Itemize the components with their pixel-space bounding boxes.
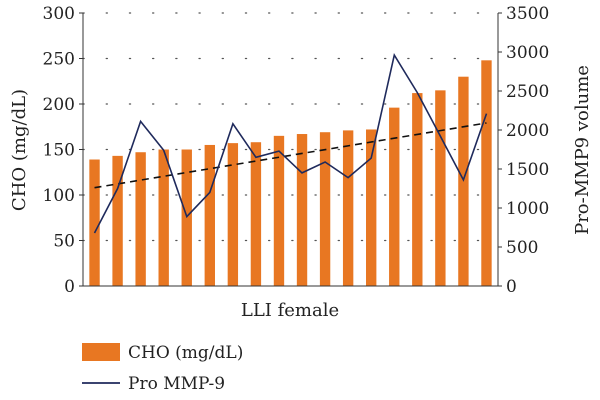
trend-line bbox=[94, 122, 487, 189]
bar-12 bbox=[342, 130, 354, 286]
right-axis-ticks: 0 500 1000 1500 2000 2500 3000 3500 bbox=[498, 4, 549, 297]
left-axis-title: CHO (mg/dL) bbox=[9, 89, 30, 211]
pro-mmp9-line bbox=[93, 53, 488, 234]
left-tick-label: 150 bbox=[43, 141, 75, 161]
bar-18 bbox=[481, 60, 492, 286]
bar-6 bbox=[204, 144, 215, 286]
right-tick-label: 1500 bbox=[506, 160, 549, 180]
left-tick-label: 250 bbox=[43, 50, 75, 70]
left-tick-label: 0 bbox=[64, 277, 75, 297]
pro-mmp9-line-group bbox=[93, 53, 488, 234]
legend-bar-swatch bbox=[82, 343, 120, 361]
bar-1 bbox=[89, 159, 100, 286]
right-tick-label: 0 bbox=[506, 277, 517, 297]
right-tick-label: 1000 bbox=[506, 199, 549, 219]
bar-7 bbox=[227, 143, 239, 286]
bar-2 bbox=[112, 155, 123, 286]
x-axis-title: LLI female bbox=[241, 300, 339, 321]
bar-9 bbox=[273, 135, 285, 286]
right-tick-label: 3500 bbox=[506, 4, 549, 24]
legend: CHO (mg/dL) Pro MMP-9 bbox=[82, 343, 243, 394]
right-tick-label: 500 bbox=[506, 238, 538, 258]
bar-3 bbox=[135, 152, 146, 286]
bar-11 bbox=[319, 132, 331, 286]
bar-10 bbox=[296, 134, 308, 286]
left-axis-ticks: 0 50 100 150 200 250 300 bbox=[43, 4, 83, 297]
bar-4 bbox=[158, 149, 169, 286]
bar-16 bbox=[435, 90, 446, 286]
right-tick-label: 2500 bbox=[506, 82, 549, 102]
legend-bar-label: CHO (mg/dL) bbox=[128, 343, 243, 363]
bar-8 bbox=[250, 142, 262, 286]
left-tick-label: 300 bbox=[43, 4, 75, 24]
right-tick-label: 2000 bbox=[506, 121, 549, 141]
right-tick-label: 3000 bbox=[506, 43, 549, 63]
bar-14 bbox=[389, 107, 400, 286]
bar-15 bbox=[412, 93, 423, 286]
bar-13 bbox=[366, 129, 377, 286]
legend-line-label: Pro MMP-9 bbox=[128, 374, 225, 394]
left-tick-label: 100 bbox=[43, 186, 75, 206]
cho-bars bbox=[89, 60, 492, 286]
right-axis-title: Pro-MMP9 volume bbox=[572, 65, 593, 235]
gridlines bbox=[82, 12, 499, 242]
left-tick-label: 200 bbox=[43, 95, 75, 115]
trendline bbox=[94, 122, 487, 189]
left-tick-label: 50 bbox=[53, 232, 75, 252]
